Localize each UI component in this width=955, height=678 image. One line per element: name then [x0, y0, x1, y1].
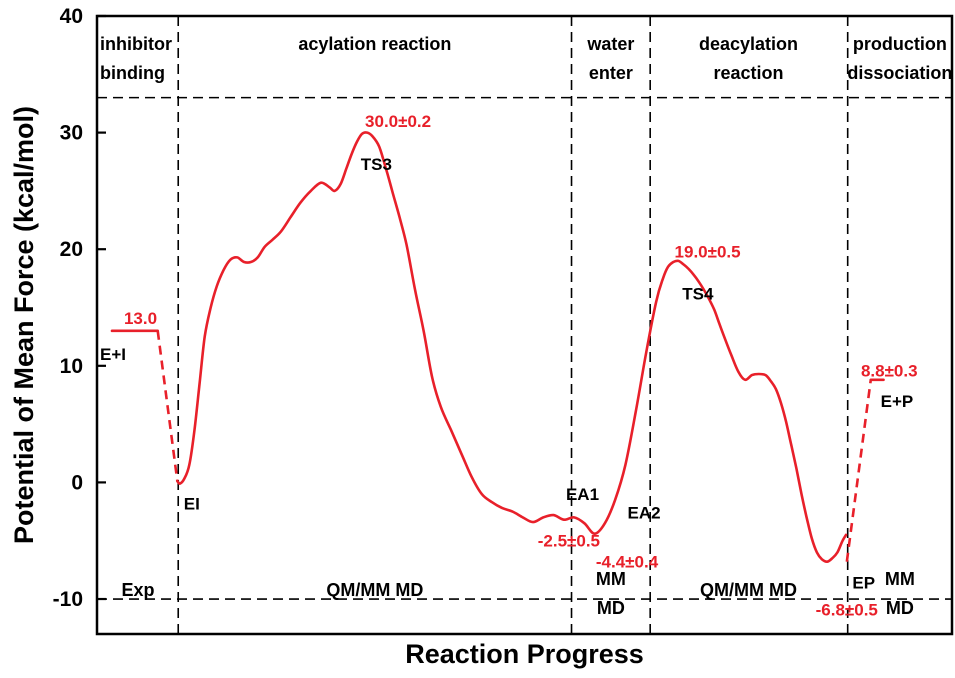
stage-label-top: production — [853, 34, 947, 54]
pmf-series — [110, 131, 885, 564]
y-axis-ticks: -10 0 10 20 30 40 — [53, 5, 106, 611]
method-label: QM/MM MD — [700, 580, 797, 600]
initial-drop — [156, 330, 179, 482]
y-tick-label: 0 — [71, 471, 83, 494]
state-label: EA1 — [566, 485, 599, 504]
final-rise — [845, 379, 873, 562]
energy-value-label: -4.4±0.4 — [596, 553, 659, 572]
method-label: MD — [597, 598, 625, 618]
method-label: QM/MM MD — [326, 580, 423, 600]
y-tick-label: 30 — [60, 122, 83, 145]
state-label: E+I — [100, 345, 126, 364]
y-axis-title: Potential of Mean Force (kcal/mol) — [9, 106, 39, 544]
state-label: E+P — [881, 392, 914, 411]
state-label: EI — [184, 494, 200, 513]
pmf-curve — [176, 131, 848, 564]
stage-separators — [97, 16, 952, 634]
stage-labels: inhibitor binding acylation reaction water e… — [100, 34, 952, 618]
y-tick-label: 20 — [60, 238, 83, 261]
x-axis-title: Reaction Progress — [405, 639, 644, 669]
stage-label-top: binding — [100, 63, 165, 83]
stage-label-top: water — [586, 34, 634, 54]
energy-value-label: -2.5±0.5 — [538, 532, 600, 551]
stage-label-top: inhibitor — [100, 34, 172, 54]
plot-border — [95, 14, 954, 636]
stage-label-top: reaction — [713, 63, 783, 83]
method-label: MM — [596, 569, 626, 589]
method-label: MD — [886, 598, 914, 618]
energy-value-label: 13.0 — [124, 309, 157, 328]
y-tick-label: -10 — [53, 588, 83, 611]
state-label: TS4 — [682, 285, 714, 304]
y-tick-label: 10 — [60, 355, 83, 378]
energy-value-label: 30.0±0.2 — [365, 112, 431, 131]
energy-value-label: 8.8±0.3 — [861, 361, 918, 380]
stage-label-top: dissociation — [847, 63, 952, 83]
energy-value-label: 19.0±0.5 — [675, 243, 741, 262]
state-label: EP — [852, 574, 875, 593]
stage-label-top: enter — [589, 63, 633, 83]
stage-label-top: acylation reaction — [298, 34, 451, 54]
plot-frame — [95, 14, 954, 636]
state-label: EA2 — [628, 504, 661, 523]
method-label: MM — [885, 569, 915, 589]
stage-label-top: deacylation — [699, 34, 798, 54]
method-label: Exp — [122, 580, 155, 600]
energy-value-label: -6.8±0.5 — [816, 601, 878, 620]
point-labels: E+I EI TS3 EA1 EA2 TS4 EP E+P 13.0 30.0±0.2 -2.5±0… — [100, 112, 918, 620]
state-label: TS3 — [361, 155, 392, 174]
y-tick-label: 40 — [60, 5, 83, 28]
